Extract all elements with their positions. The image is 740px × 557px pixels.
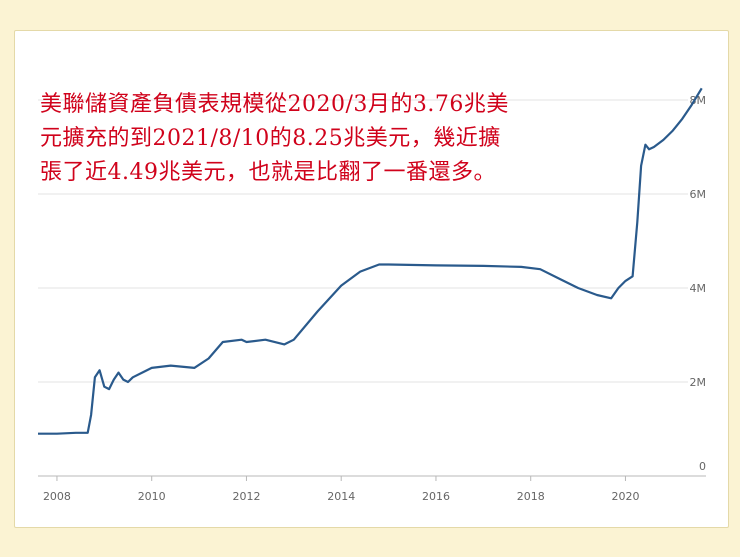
caption-line-1: 美聯儲資產負債表規模從2020/3月的3.76兆美 <box>40 92 509 117</box>
y-tick-label: 0 <box>699 460 706 473</box>
caption-line-2: 元擴充的到2021/8/10的8.25兆美元，幾近擴 <box>40 126 501 151</box>
x-tick-label: 2010 <box>138 490 166 503</box>
slide-frame <box>14 30 729 528</box>
x-tick-label: 2020 <box>611 490 639 503</box>
y-tick-label: 2M <box>690 376 707 389</box>
x-tick-label: 2008 <box>43 490 71 503</box>
x-tick-label: 2018 <box>517 490 545 503</box>
x-tick-label: 2012 <box>232 490 260 503</box>
x-tick-label: 2016 <box>422 490 450 503</box>
caption-line-3: 張了近4.49兆美元，也就是比翻了一番還多。 <box>40 160 496 185</box>
caption-text: 美聯儲資產負債表規模從2020/3月的3.76兆美 元擴充的到2021/8/10… <box>40 88 620 190</box>
page-top-strip <box>0 0 740 30</box>
y-tick-label: 4M <box>690 282 707 295</box>
series-line <box>38 87 703 435</box>
y-tick-label: 6M <box>690 188 707 201</box>
x-axis-ticks: 2008 2010 2012 2014 2016 2018 2020 <box>43 476 639 503</box>
x-tick-label: 2014 <box>327 490 355 503</box>
